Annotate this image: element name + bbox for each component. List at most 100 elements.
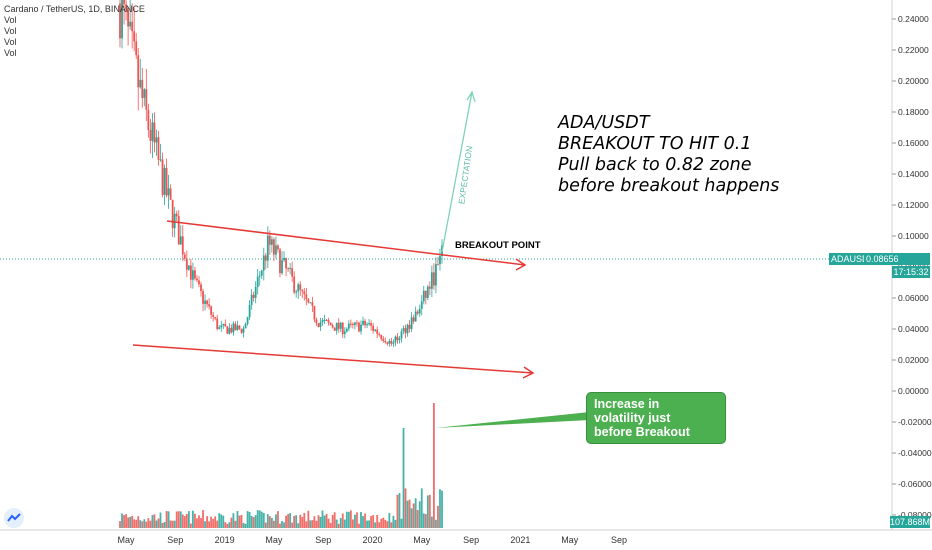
candle-body [189,265,192,280]
chart-title: Cardano / TetherUS, 1D, BINANCE [4,4,145,14]
time-tick-label: Sep [463,535,479,545]
time-tick-label: May [265,535,283,545]
candle-body [333,327,336,331]
callout-line-3: before Breakout [594,425,690,439]
candle-body [354,322,356,325]
volume-bar [439,489,441,528]
price-tick-label: 0.00000 [898,386,929,396]
volume-bar [173,520,176,528]
candle-body [163,167,166,195]
candle-body [277,245,279,250]
candle-body [347,323,350,329]
analysis-note: ADA/USDT BREAKOUT TO HIT 0.1 Pull back t… [558,113,779,197]
volume-bar [281,521,283,528]
volume-bar [402,428,405,528]
candle-body [200,284,202,292]
candle-body [264,255,267,261]
candle-body [416,311,419,314]
candle-body [240,328,243,333]
countdown-tag: 17:15:32 [892,266,930,278]
candle-body [173,213,176,229]
candle-body [437,264,439,266]
price-tick-label: 0.12000 [898,200,929,210]
candle-body [275,245,277,255]
candle-body [299,284,302,290]
volume-bar [360,512,362,528]
candle-body [230,327,233,333]
candle-body [287,268,289,270]
candle-body [248,305,251,318]
volume-bar [418,501,421,528]
volume-bar [220,514,223,528]
volume-bar [165,511,168,528]
candle-body [258,275,261,277]
candle-body [192,270,194,280]
candle-body [311,302,314,306]
volume-bar [426,495,429,528]
volume-bar [404,488,407,528]
candle-body [214,317,217,319]
volume-bar [400,518,403,528]
price-tick-label: 0.06000 [898,293,929,303]
candle-body [279,249,281,274]
candle-body [131,21,134,32]
candle-body [123,0,125,5]
candle-body [206,300,208,305]
volume-bar [327,518,330,528]
candle-body [331,325,334,328]
volume-bar [335,519,338,528]
candle-body [187,265,190,270]
candle-body [418,308,421,314]
candle-body [297,284,300,292]
volume-bar [264,522,267,528]
volume-bar [218,513,221,528]
volume-bar [293,515,296,528]
candle-body [149,129,152,141]
candle-body [428,286,431,289]
volume-bar [329,522,332,528]
volume-bar [283,522,285,528]
candle-body [147,109,150,130]
note-line-4: before breakout happens [558,176,780,196]
volume-bar [380,518,383,528]
vol-label-1: Vol [4,15,17,25]
volume-bar [187,511,190,528]
candle-body [420,301,423,309]
volume-bar [430,516,433,528]
volume-bar [376,514,379,528]
volume-bar [234,520,237,528]
candle-body [321,320,324,323]
volume-bar [349,510,352,528]
candle-body [349,323,352,325]
candle-body [281,260,283,274]
volume-bar [258,510,261,528]
volume-bar [386,521,389,528]
candle-body [408,324,411,329]
price-tick-label: 0.22000 [898,45,929,55]
volume-bar [121,513,123,528]
volume-bar [145,521,148,528]
volume-bar [331,515,334,528]
note-line-2: BREAKOUT TO HIT 0.1 [558,134,752,154]
candle-body [424,290,427,298]
candle-body [159,159,162,161]
candle-body [208,304,211,307]
candle-body [238,325,241,329]
candle-body [335,322,338,331]
candle-body [185,258,188,270]
candlesticks [119,0,443,348]
candle-body [412,317,415,322]
candle-body [129,21,132,27]
volume-bar [202,510,204,528]
volume-bar [315,520,318,528]
price-tick-label: 0.02000 [898,355,929,365]
candle-body [323,319,326,321]
price-tick-label: 0.16000 [898,138,929,148]
volume-bar [248,512,251,528]
tradingview-logo-icon[interactable] [4,508,24,528]
candle-body [210,306,213,315]
volume-bar [210,516,213,528]
candle-body [285,257,287,269]
candle-body [121,0,123,39]
